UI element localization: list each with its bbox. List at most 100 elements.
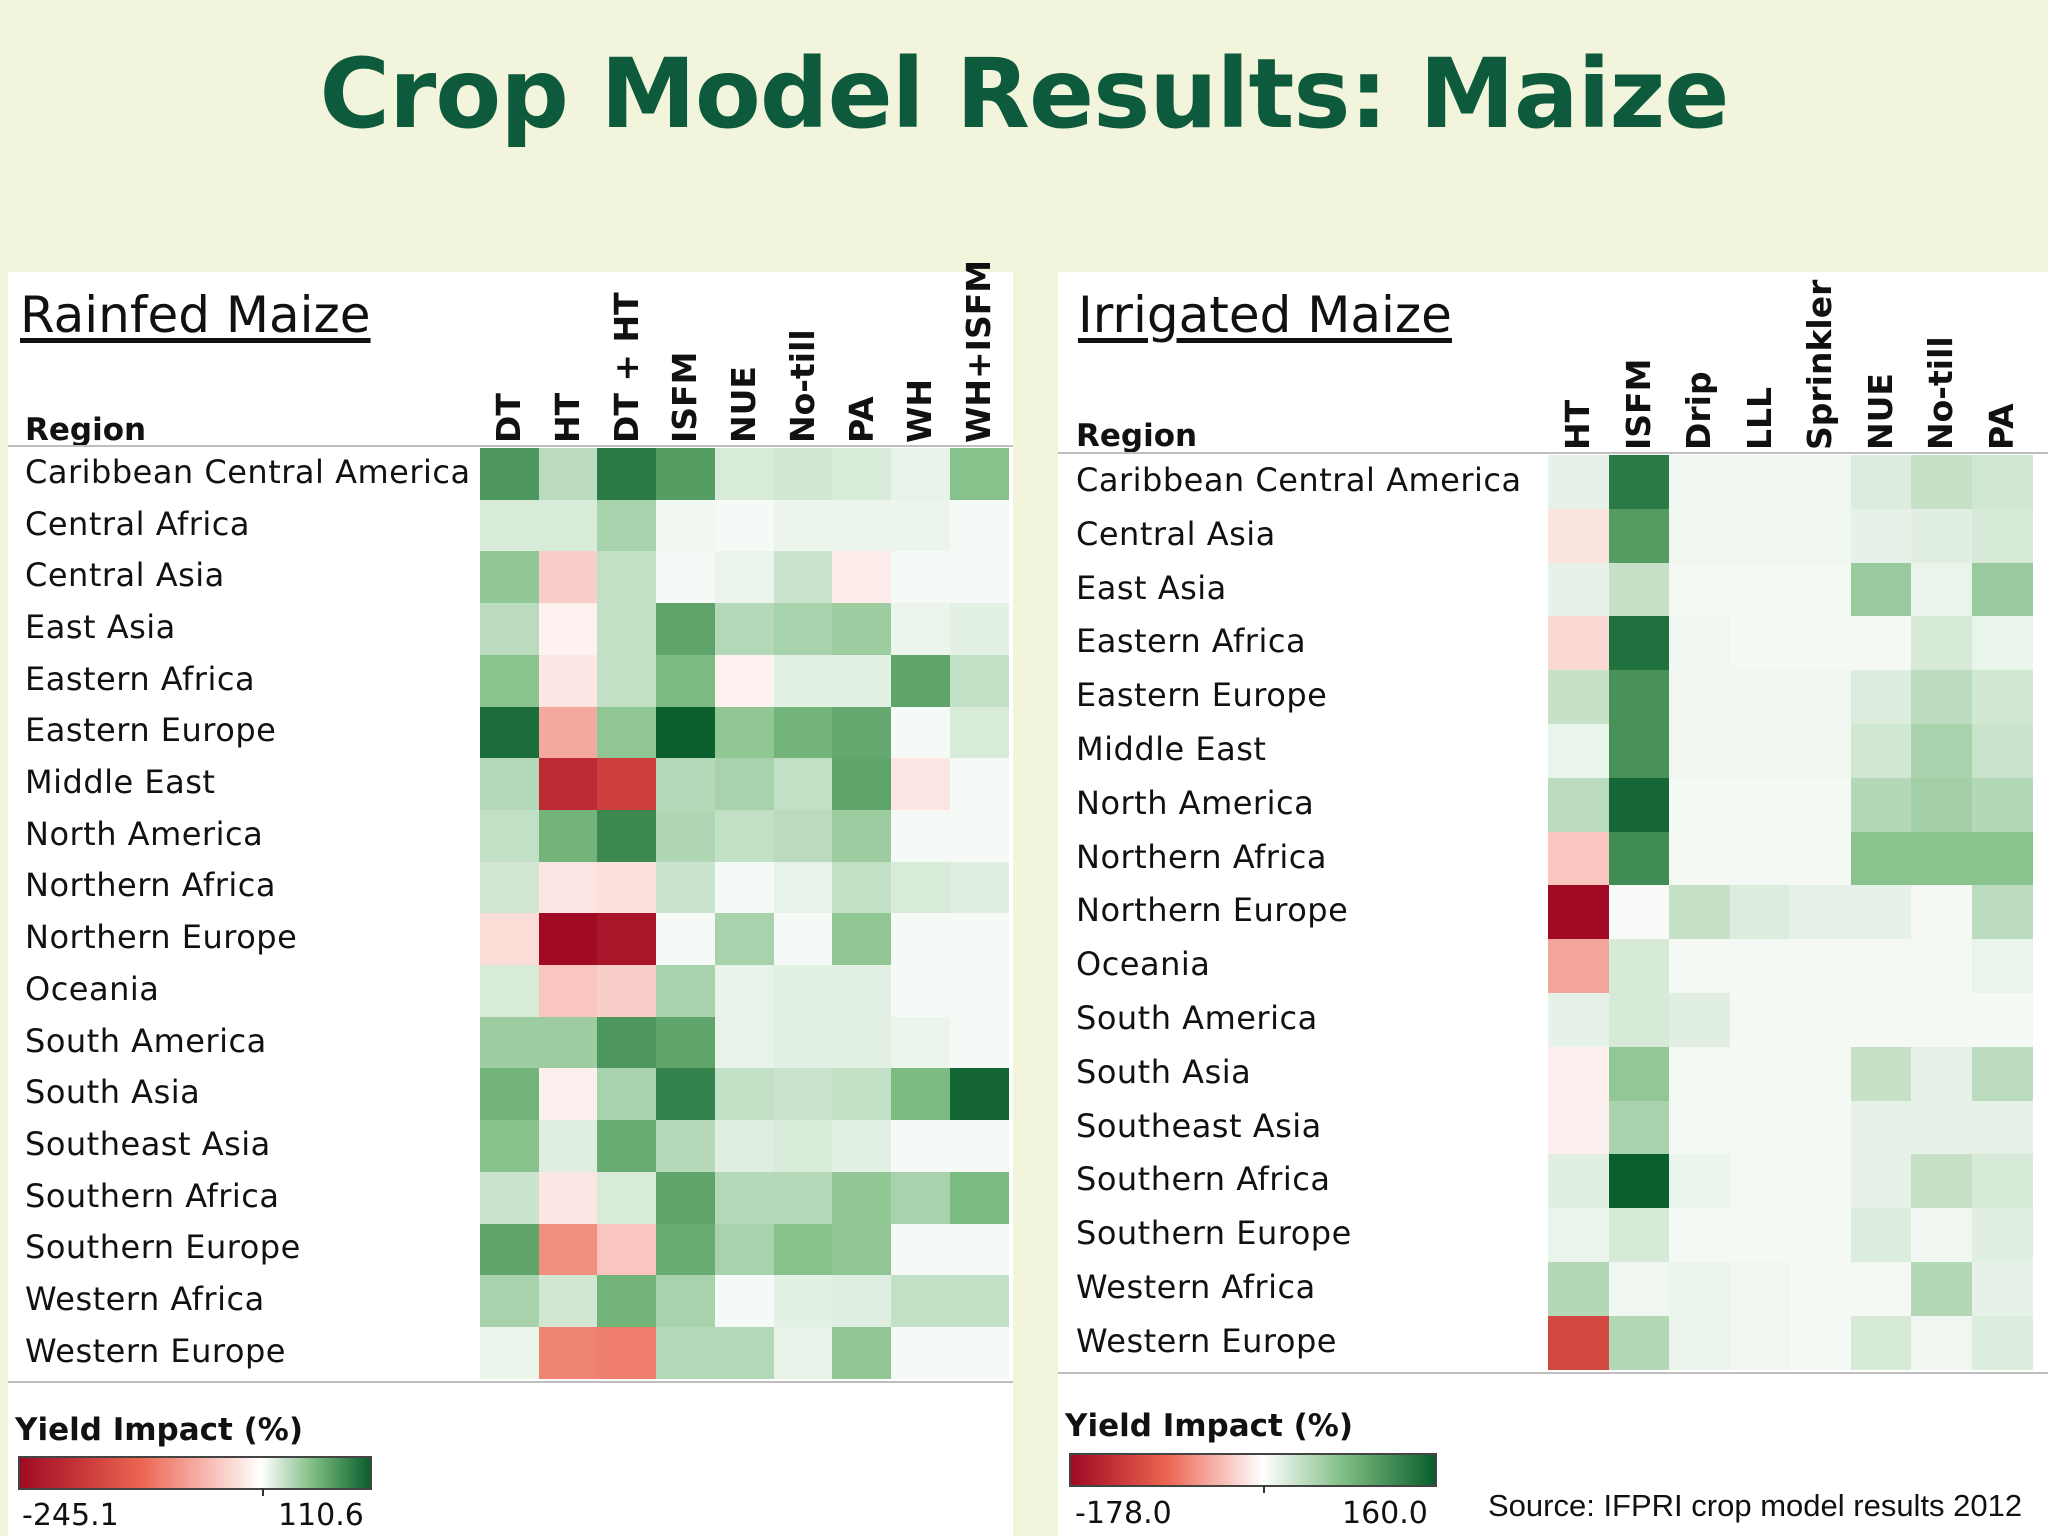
rainfed-cell-western-africa-wh bbox=[890, 1275, 951, 1328]
rainfed-cell-northern-africa-dt bbox=[480, 861, 540, 914]
irrigated-cell-caribbean-central-america-sprinkler bbox=[1790, 455, 1852, 510]
rainfed-cell-central-asia-no-till bbox=[773, 551, 833, 604]
irrigated-cell-northern-africa-drip bbox=[1669, 831, 1731, 886]
rainfed-cell-east-asia-pa bbox=[832, 603, 892, 656]
rainfed-title: Rainfed Maize bbox=[20, 286, 371, 344]
rainfed-col-label-pa: PA bbox=[841, 396, 881, 443]
rainfed-cell-northern-africa-wh-isfm bbox=[949, 861, 1009, 914]
irrigated-cell-southern-europe-isfm bbox=[1608, 1208, 1670, 1263]
rainfed-cell-eastern-africa-wh bbox=[890, 654, 951, 708]
irrigated-cell-east-asia-nue bbox=[1850, 562, 1912, 617]
irrigated-cell-south-america-sprinkler bbox=[1790, 993, 1852, 1048]
irrigated-cell-south-america-no-till bbox=[1911, 993, 1973, 1048]
rainfed-cell-eastern-africa-no-till bbox=[773, 654, 833, 708]
irrigated-cell-eastern-africa-lll bbox=[1729, 616, 1791, 671]
irrigated-col-label-pa: PA bbox=[1981, 403, 2021, 450]
rainfed-cell-central-africa-wh-isfm bbox=[949, 499, 1009, 552]
irrigated-cell-central-asia-ht bbox=[1548, 508, 1610, 564]
rainfed-cell-south-america-wh-isfm bbox=[949, 1016, 1009, 1069]
rainfed-row-label-northern-africa: Northern Africa bbox=[25, 866, 276, 905]
rainfed-cell-northern-europe-dt-ht bbox=[597, 913, 657, 966]
rainfed-cell-western-europe-isfm bbox=[656, 1326, 716, 1380]
irrigated-row-label-northern-africa: Northern Africa bbox=[1076, 837, 1327, 876]
irrigated-cell-northern-europe-ht bbox=[1548, 885, 1610, 940]
irrigated-row-label-southeast-asia: Southeast Asia bbox=[1076, 1106, 1322, 1145]
irrigated-cell-eastern-africa-drip bbox=[1669, 616, 1731, 671]
rainfed-cell-western-africa-isfm bbox=[656, 1275, 716, 1328]
irrigated-cell-northern-africa-ht bbox=[1548, 831, 1610, 886]
irrigated-cell-north-america-no-till bbox=[1911, 777, 1973, 833]
rainfed-cell-western-europe-pa bbox=[832, 1326, 892, 1380]
irrigated-legend-bar bbox=[1069, 1453, 1437, 1487]
irrigated-cell-western-africa-sprinkler bbox=[1790, 1262, 1852, 1317]
rainfed-cell-caribbean-central-america-nue bbox=[714, 448, 775, 501]
rainfed-cell-southern-europe-isfm bbox=[656, 1223, 716, 1276]
irrigated-footer-rule bbox=[1058, 1371, 2048, 1374]
irrigated-cell-east-asia-no-till bbox=[1911, 562, 1973, 617]
rainfed-cell-western-africa-nue bbox=[714, 1275, 775, 1328]
rainfed-cell-south-asia-no-till bbox=[773, 1068, 833, 1121]
rainfed-cell-middle-east-ht bbox=[538, 758, 598, 811]
rainfed-region-header: Region bbox=[25, 412, 147, 448]
irrigated-cell-southern-europe-pa bbox=[1971, 1208, 2033, 1263]
irrigated-cell-south-asia-nue bbox=[1850, 1046, 1912, 1102]
irrigated-cell-central-asia-lll bbox=[1729, 508, 1791, 564]
rainfed-cell-central-africa-ht bbox=[538, 499, 598, 552]
irrigated-cell-western-europe-sprinkler bbox=[1790, 1315, 1852, 1371]
irrigated-cell-north-america-drip bbox=[1669, 777, 1731, 833]
rainfed-col-label-wh: WH bbox=[900, 378, 940, 443]
irrigated-cell-caribbean-central-america-no-till bbox=[1911, 455, 1973, 510]
rainfed-cell-east-asia-dt-ht bbox=[597, 603, 657, 656]
irrigated-cell-east-asia-ht bbox=[1548, 562, 1610, 617]
rainfed-col-label-nue: NUE bbox=[724, 366, 764, 443]
rainfed-cell-middle-east-pa bbox=[832, 758, 892, 811]
irrigated-cell-eastern-africa-no-till bbox=[1911, 616, 1973, 671]
irrigated-cell-eastern-europe-lll bbox=[1729, 670, 1791, 725]
rainfed-cell-northern-europe-ht bbox=[538, 913, 598, 966]
irrigated-cell-southeast-asia-sprinkler bbox=[1790, 1100, 1852, 1155]
rainfed-cell-south-america-wh bbox=[890, 1016, 951, 1069]
irrigated-cell-caribbean-central-america-drip bbox=[1669, 455, 1731, 510]
rainfed-cell-north-america-wh-isfm bbox=[949, 809, 1009, 863]
irrigated-cell-southern-africa-lll bbox=[1729, 1154, 1791, 1209]
rainfed-cell-south-america-ht bbox=[538, 1016, 598, 1069]
irrigated-cell-north-america-sprinkler bbox=[1790, 777, 1852, 833]
rainfed-row-label-south-asia: South Asia bbox=[25, 1073, 201, 1112]
rainfed-cell-caribbean-central-america-dt-ht bbox=[597, 448, 657, 501]
irrigated-cell-south-asia-drip bbox=[1669, 1046, 1731, 1102]
rainfed-cell-caribbean-central-america-wh-isfm bbox=[949, 448, 1009, 501]
irrigated-cell-caribbean-central-america-ht bbox=[1548, 455, 1610, 510]
rainfed-row-label-central-africa: Central Africa bbox=[25, 504, 250, 543]
irrigated-region-header: Region bbox=[1076, 418, 1198, 454]
irrigated-cell-oceania-drip bbox=[1669, 939, 1731, 994]
irrigated-cell-east-asia-drip bbox=[1669, 562, 1731, 617]
rainfed-cell-caribbean-central-america-isfm bbox=[656, 448, 716, 501]
irrigated-cell-southeast-asia-drip bbox=[1669, 1100, 1731, 1155]
irrigated-cell-southern-africa-pa bbox=[1971, 1154, 2033, 1209]
rainfed-row-label-east-asia: East Asia bbox=[25, 607, 176, 646]
rainfed-cell-middle-east-wh bbox=[890, 758, 951, 811]
rainfed-cell-eastern-africa-dt bbox=[480, 654, 540, 708]
rainfed-cell-northern-africa-nue bbox=[714, 861, 775, 914]
rainfed-row-label-north-america: North America bbox=[25, 814, 264, 853]
irrigated-cell-southeast-asia-ht bbox=[1548, 1100, 1610, 1155]
irrigated-cell-east-asia-pa bbox=[1971, 562, 2033, 617]
irrigated-cell-western-europe-no-till bbox=[1911, 1315, 1973, 1371]
rainfed-cell-north-america-pa bbox=[832, 809, 892, 863]
irrigated-cell-northern-europe-lll bbox=[1729, 885, 1791, 940]
irrigated-row-label-south-asia: South Asia bbox=[1076, 1052, 1252, 1091]
irrigated-cell-middle-east-sprinkler bbox=[1790, 724, 1852, 779]
rainfed-row-label-southern-africa: Southern Africa bbox=[25, 1176, 280, 1215]
rainfed-cell-north-america-wh bbox=[890, 809, 951, 863]
irrigated-cell-southern-europe-lll bbox=[1729, 1208, 1791, 1263]
irrigated-cell-central-asia-isfm bbox=[1608, 508, 1670, 564]
rainfed-cell-western-europe-no-till bbox=[773, 1326, 833, 1380]
rainfed-cell-central-asia-nue bbox=[714, 551, 775, 604]
irrigated-row-label-caribbean-central-america: Caribbean Central America bbox=[1076, 460, 1522, 499]
rainfed-legend-max: 110.6 bbox=[278, 1498, 364, 1533]
rainfed-cell-western-europe-wh bbox=[890, 1326, 951, 1380]
rainfed-col-label-dt-ht: DT + HT bbox=[606, 292, 646, 443]
rainfed-col-label-wh-isfm: WH+ISFM bbox=[958, 259, 998, 443]
rainfed-row-label-northern-europe: Northern Europe bbox=[25, 918, 298, 957]
rainfed-cell-western-africa-ht bbox=[538, 1275, 598, 1328]
